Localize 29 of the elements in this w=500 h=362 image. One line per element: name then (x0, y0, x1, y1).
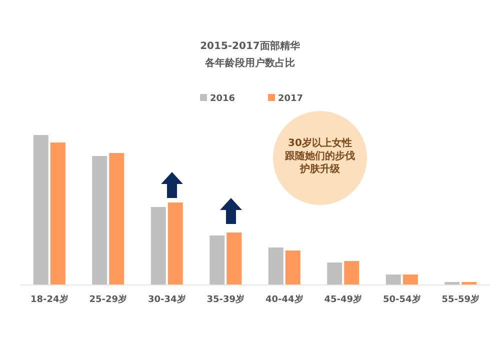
bar (268, 248, 284, 285)
x-tick-label: 18-24岁 (30, 294, 68, 305)
x-tick-label: 25-29岁 (89, 294, 128, 305)
bar (150, 207, 166, 285)
x-tick-label: 30-34岁 (148, 294, 186, 305)
x-tick-label: 55-59岁 (442, 294, 480, 305)
annotation: 30岁以上女性 (288, 137, 352, 149)
legend-label: 2016 (210, 94, 236, 104)
chart-subtitle: 各年龄段用户数占比 (204, 57, 295, 69)
x-tick-label: 35-39岁 (206, 294, 245, 305)
bar (344, 261, 360, 285)
bar (210, 236, 225, 285)
bar (168, 202, 183, 285)
bar (92, 156, 108, 285)
bar (327, 262, 342, 285)
x-tick-label: 40-44岁 (265, 294, 304, 305)
bar (226, 232, 242, 285)
bar (386, 274, 401, 285)
bar (50, 142, 66, 285)
x-tick-label: 50-54岁 (382, 294, 421, 305)
bar (109, 153, 124, 285)
annotation: 护肤升级 (299, 163, 341, 175)
chart-title: 2015-2017面部精华 (200, 40, 301, 52)
bar (402, 274, 418, 285)
bar (33, 135, 48, 285)
bar (285, 250, 300, 285)
x-tick-label: 45-49岁 (324, 294, 362, 305)
legend-label: 2017 (278, 94, 304, 104)
annotation: 跟随她们的步伐 (284, 150, 355, 162)
